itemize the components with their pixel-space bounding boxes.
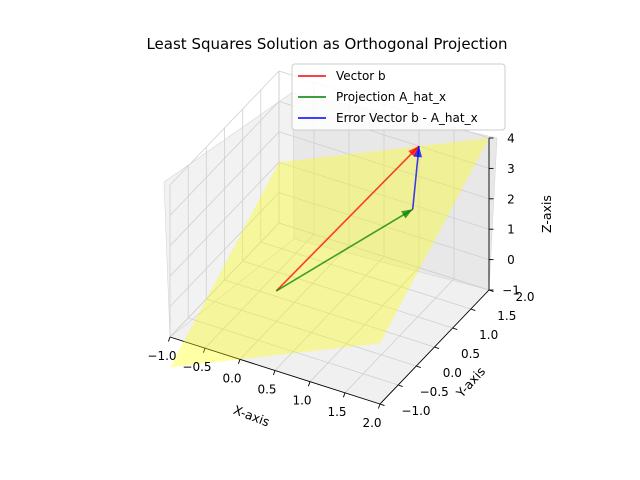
- grid-left-z-1: [169, 192, 280, 307]
- x-tick-label: 0.5: [257, 383, 276, 397]
- x-tick-mark-5: [342, 392, 346, 398]
- legend-label-vector-b: Vector b: [336, 69, 386, 83]
- y-tick-labels: −1.0 −0.5 0.0 0.5 1.0 1.5 2.0: [401, 290, 534, 418]
- vector-b-line: [275, 145, 420, 292]
- grid-back-z-0: [278, 222, 490, 291]
- error-vector-arrowhead: [413, 146, 423, 158]
- legend-label-error-vector: Error Vector b - A_hat_x: [336, 111, 478, 125]
- grid-left-z-3: [169, 131, 280, 247]
- grid-left-z-4: [169, 101, 280, 216]
- grid-left-z-2: [169, 161, 280, 277]
- x-axis-label: X-axis: [231, 402, 271, 429]
- legend: Vector b Projection A_hat_x Error Vector…: [291, 63, 506, 131]
- legend-box: [291, 63, 506, 131]
- y-tick-mark-5: [470, 308, 476, 312]
- y-tick-label: 2.0: [515, 290, 534, 304]
- y-tick-label: 1.5: [497, 309, 516, 323]
- x-tick-mark-2: [237, 359, 241, 364]
- y-tick-label: 0.0: [443, 366, 462, 380]
- y-tick-label: −1.0: [401, 404, 430, 418]
- vectors: [275, 145, 423, 292]
- y-tick-mark-1: [398, 384, 403, 388]
- y-tick-label: 0.5: [461, 347, 480, 361]
- grid-floor-y-1: [188, 317, 399, 386]
- projection-plane: [170, 138, 489, 368]
- grid-floor-y-2: [206, 298, 417, 367]
- x-tick-label: 2.0: [362, 416, 381, 430]
- x-tick-mark-1: [202, 348, 206, 353]
- y-tick-mark-4: [452, 327, 458, 331]
- grid-left-z-0: [169, 222, 280, 338]
- legend-label-projection: Projection A_hat_x: [336, 90, 446, 104]
- z-tick-label: 1: [507, 223, 515, 237]
- grid-floor-y-5: [260, 241, 471, 310]
- y-tick-label: −0.5: [420, 385, 449, 399]
- chart-title: Least Squares Solution as Orthogonal Pro…: [146, 35, 507, 53]
- grid-floor-y-4: [242, 260, 453, 329]
- z-tick-label: 2: [507, 192, 515, 206]
- grid-left-z-5: [169, 70, 280, 186]
- z-tick-label: −1: [502, 284, 520, 298]
- x-tick-label: 1.5: [327, 405, 346, 419]
- x-tick-labels: −1.0 −0.5 0.0 0.5 1.0 1.5 2.0: [147, 349, 381, 430]
- y-tick-mark-3: [434, 346, 440, 350]
- z-tick-label: 0: [507, 253, 515, 267]
- projection-vector-arrowhead: [401, 209, 413, 219]
- z-tick-label: 3: [507, 162, 515, 176]
- x-tick-label: 0.0: [222, 371, 241, 385]
- x-tick-label: −0.5: [182, 360, 211, 374]
- grid-back-z-2: [278, 161, 490, 230]
- axis-lines: [167, 137, 494, 409]
- grid-floor-y-3: [224, 279, 435, 348]
- z-tick-label: 4: [507, 132, 515, 146]
- x-tick-mark-0: [167, 336, 171, 342]
- projection-vector-line: [275, 208, 414, 292]
- x-tick-label: 1.0: [292, 394, 311, 408]
- y-tick-mark-2: [416, 365, 421, 369]
- y-tick-label: 1.0: [479, 328, 498, 342]
- vector-b-arrowhead: [408, 146, 419, 157]
- x-tick-mark-4: [307, 381, 311, 387]
- z-axis-label: Z-axis: [539, 195, 554, 233]
- y-tick-mark-0: [379, 403, 385, 407]
- x-tick-label: −1.0: [147, 349, 176, 363]
- z-tick-labels: −1 0 1 2 3 4: [502, 132, 520, 298]
- x-tick-mark-6: [377, 403, 381, 409]
- grid-back-z-3: [278, 131, 490, 200]
- x-tick-mark-3: [272, 370, 276, 376]
